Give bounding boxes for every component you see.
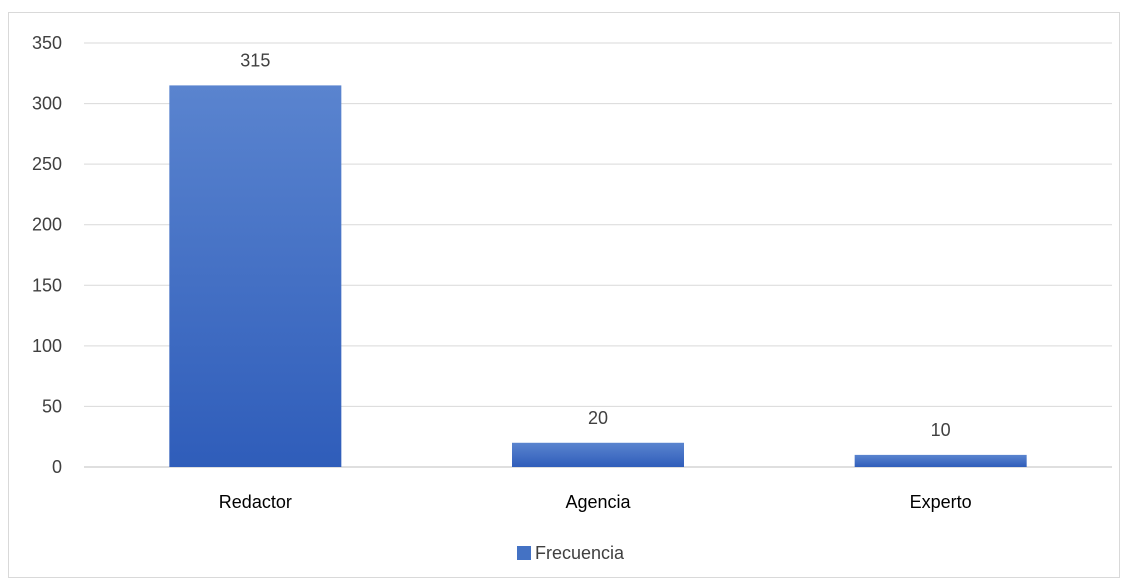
y-tick-label: 350 <box>32 33 62 53</box>
y-tick-label: 250 <box>32 154 62 174</box>
data-label-experto: 10 <box>931 420 951 440</box>
data-labels: 315 20 10 <box>240 50 950 439</box>
legend-swatch <box>517 546 531 560</box>
x-category-label: Agencia <box>565 492 631 512</box>
y-tick-label: 100 <box>32 336 62 356</box>
y-tick-label: 150 <box>32 275 62 295</box>
y-tick-label: 300 <box>32 94 62 114</box>
legend: Frecuencia <box>517 543 625 563</box>
x-axis: Redactor Agencia Experto <box>219 492 972 512</box>
y-axis: 0 50 100 150 200 250 300 350 <box>32 33 62 477</box>
bar-redactor <box>169 85 342 468</box>
bar-experto <box>854 454 1027 467</box>
y-tick-label: 50 <box>42 396 62 416</box>
x-category-label: Experto <box>910 492 972 512</box>
bars <box>169 85 1027 468</box>
bar-agencia <box>512 442 684 467</box>
y-tick-label: 200 <box>32 215 62 235</box>
legend-label: Frecuencia <box>535 543 625 563</box>
x-category-label: Redactor <box>219 492 292 512</box>
y-tick-label: 0 <box>52 457 62 477</box>
data-label-redactor: 315 <box>240 50 270 70</box>
data-label-agencia: 20 <box>588 408 608 428</box>
